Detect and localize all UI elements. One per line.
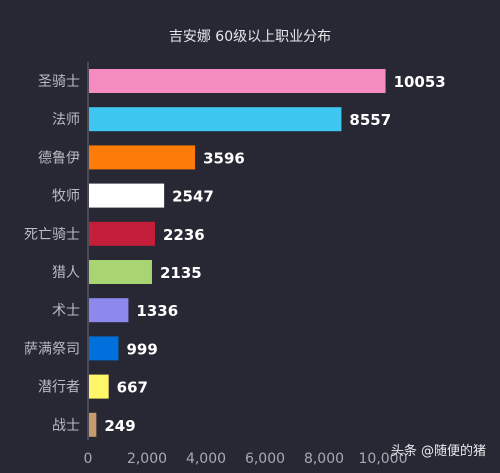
value-label: 10053: [394, 73, 446, 91]
x-tick-label: 10,000: [359, 451, 408, 467]
value-label: 1336: [136, 302, 178, 320]
bar: [89, 107, 342, 132]
bar: [89, 374, 109, 399]
category-label: 战士: [52, 418, 80, 434]
category-label: 潜行者: [38, 380, 80, 396]
x-tick-label: 8,000: [304, 451, 344, 467]
value-label: 2547: [172, 188, 214, 206]
x-tick-label: 4,000: [186, 451, 226, 467]
watermark-text: 头条 @随便的猪: [390, 444, 486, 459]
x-tick-label: 2,000: [127, 451, 167, 467]
category-label: 圣骑士: [38, 74, 80, 90]
value-label: 8557: [349, 111, 391, 129]
category-label: 牧师: [52, 189, 80, 205]
category-label: 术士: [52, 303, 80, 319]
category-label: 死亡骑士: [24, 227, 80, 243]
bar: [89, 221, 155, 246]
category-label: 萨满祭司: [24, 341, 80, 357]
value-label: 2236: [163, 226, 205, 244]
value-label: 249: [104, 417, 135, 435]
x-tick-label: 0: [84, 451, 93, 467]
bar: [89, 183, 165, 208]
x-tick-label: 6,000: [245, 451, 285, 467]
bar: [89, 260, 152, 284]
category-label: 法师: [52, 112, 80, 128]
bar: [89, 145, 196, 170]
value-label: 999: [126, 340, 157, 358]
value-label: 2135: [160, 264, 202, 282]
category-label: 德鲁伊: [38, 150, 80, 166]
value-label: 667: [117, 379, 148, 397]
chart-title: 吉安娜 60级以上职业分布: [168, 29, 332, 45]
category-label: 猎人: [52, 265, 80, 281]
bar: [89, 298, 129, 323]
bar: [89, 412, 97, 437]
value-label: 3596: [203, 149, 245, 167]
bar: [89, 336, 119, 361]
bar: [89, 69, 386, 93]
